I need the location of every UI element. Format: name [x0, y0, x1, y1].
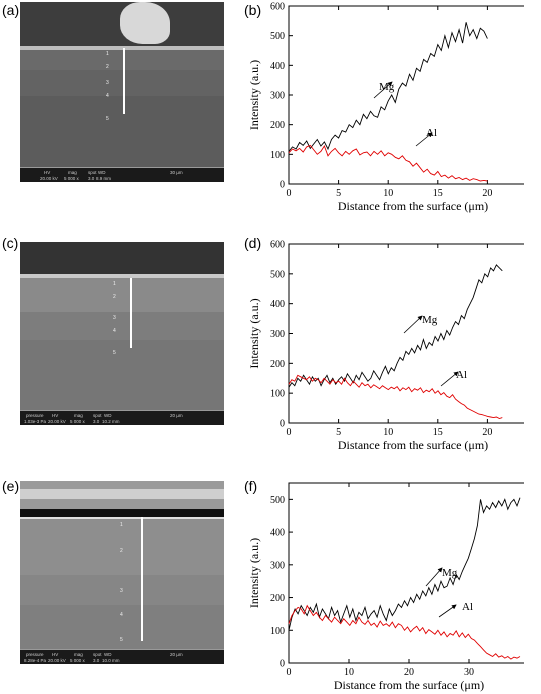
panel-label-e: (e) [2, 478, 20, 494]
x-tick-label: 20 [482, 427, 492, 438]
point-label: 4 [113, 328, 116, 334]
x-tick-label: 20 [482, 188, 492, 199]
series-line-mg [288, 264, 503, 388]
y-tick-label: 0 [280, 180, 285, 191]
x-tick-label: 15 [433, 427, 443, 438]
point-label: 5 [106, 116, 109, 122]
x-axis-label: Distance from the surface (μm) [338, 199, 488, 213]
y-tick-label: 300 [270, 560, 285, 571]
x-tick-label: 15 [433, 188, 443, 199]
sem-image-e: 1 2 3 4 5 pressure 8.28e-4 Pa HV 20.00 k… [20, 481, 224, 664]
y-axis-label: Intensity (a.u.) [247, 298, 261, 368]
x-tick-label: 30 [464, 667, 474, 678]
point-label: 1 [120, 522, 123, 528]
panel-label-b: (b) [244, 2, 262, 18]
y-tick-label: 500 [270, 269, 285, 280]
sem-info-bar: pressure 8.28e-4 Pa HV 20.00 kV mag 5 00… [20, 649, 224, 664]
x-tick-label: 5 [336, 188, 341, 199]
annotation-arrow-mg [403, 315, 423, 334]
y-tick-label: 600 [270, 240, 285, 251]
point-label: 2 [106, 64, 109, 70]
chart-f: 0102030400100200300400500Distance from t… [247, 482, 524, 692]
point-label: 4 [106, 93, 109, 99]
series-line-al [288, 144, 488, 182]
annotation-label-mg: Mg [379, 81, 395, 93]
series-line-al [288, 604, 521, 660]
annotation-arrow-al [440, 371, 459, 387]
sem-image-a: 1 2 3 4 5 HV 20.00 kV mag 5 000 x spot 3… [20, 2, 224, 182]
series-line-mg [288, 497, 521, 631]
y-tick-label: 400 [270, 528, 285, 539]
annotation-label-mg: Mg [422, 314, 438, 326]
panel-label-f: (f) [244, 478, 258, 494]
plot-frame [288, 5, 524, 185]
point-label: 4 [120, 612, 123, 618]
y-tick-label: 200 [270, 593, 285, 604]
series-line-mg [288, 22, 488, 152]
surface-debris [120, 2, 170, 44]
y-tick-label: 400 [270, 61, 285, 72]
point-label: 2 [113, 294, 116, 300]
point-label: 3 [113, 315, 116, 321]
y-tick-label: 500 [270, 31, 285, 42]
y-tick-label: 300 [270, 329, 285, 340]
x-axis-label: Distance from the surface (μm) [334, 678, 484, 692]
point-label: 1 [106, 51, 109, 57]
annotation-label-al: Al [462, 601, 473, 613]
panel-label-d: (d) [244, 235, 262, 251]
y-tick-label: 400 [270, 299, 285, 310]
sem-info-bar: HV 20.00 kV mag 5 000 x spot 3.0 WD 8.9 … [20, 167, 224, 182]
y-tick-label: 300 [270, 91, 285, 102]
point-label: 1 [113, 281, 116, 287]
y-axis-label: Intensity (a.u.) [247, 60, 261, 130]
y-tick-label: 0 [280, 659, 285, 670]
chart-d: 05101520250100200300400500600Distance fr… [247, 240, 524, 452]
y-tick-label: 200 [270, 359, 285, 370]
x-tick-label: 0 [287, 427, 292, 438]
x-tick-label: 5 [336, 427, 341, 438]
x-tick-label: 20 [404, 667, 414, 678]
x-tick-label: 0 [287, 188, 292, 199]
annotation-label-al: Al [456, 369, 467, 381]
plot-frame [288, 482, 524, 664]
point-label: 2 [120, 548, 123, 554]
y-tick-label: 500 [270, 495, 285, 506]
y-tick-label: 200 [270, 120, 285, 131]
annotation-arrow-al [415, 132, 433, 147]
annotation-label-mg: Mg [442, 567, 458, 579]
annotation-arrow-al [438, 604, 457, 618]
series-line-al [288, 374, 503, 419]
linescan-line [141, 517, 143, 641]
y-tick-label: 100 [270, 389, 285, 400]
x-tick-label: 10 [383, 427, 393, 438]
sem-info-bar: pressure 1.03e-3 Pa HV 20.00 kV mag 5 00… [20, 410, 224, 425]
y-tick-label: 100 [270, 626, 285, 637]
annotation-label-al: Al [426, 127, 437, 139]
x-tick-label: 10 [383, 188, 393, 199]
y-axis-label: Intensity (a.u.) [247, 538, 261, 608]
point-label: 5 [120, 637, 123, 643]
x-tick-label: 0 [287, 667, 292, 678]
linescan-line [123, 48, 125, 114]
annotation-arrow-mg [425, 567, 443, 587]
x-axis-label: Distance from the surface (μm) [338, 438, 488, 452]
y-tick-label: 600 [270, 2, 285, 13]
panel-label-a: (a) [2, 2, 20, 18]
y-tick-label: 0 [280, 419, 285, 430]
point-label: 3 [120, 588, 123, 594]
point-label: 3 [106, 80, 109, 86]
chart-b: 05101520250100200300400500600Distance fr… [247, 2, 524, 213]
sem-image-c: 1 2 3 4 5 pressure 1.03e-3 Pa HV 20.00 k… [20, 242, 224, 425]
annotation-arrow-mg [373, 81, 393, 99]
y-tick-label: 100 [270, 150, 285, 161]
panel-label-c: (c) [2, 235, 19, 251]
x-tick-label: 10 [344, 667, 354, 678]
plot-frame [288, 243, 524, 424]
linescan-line [130, 278, 132, 348]
point-label: 5 [113, 350, 116, 356]
